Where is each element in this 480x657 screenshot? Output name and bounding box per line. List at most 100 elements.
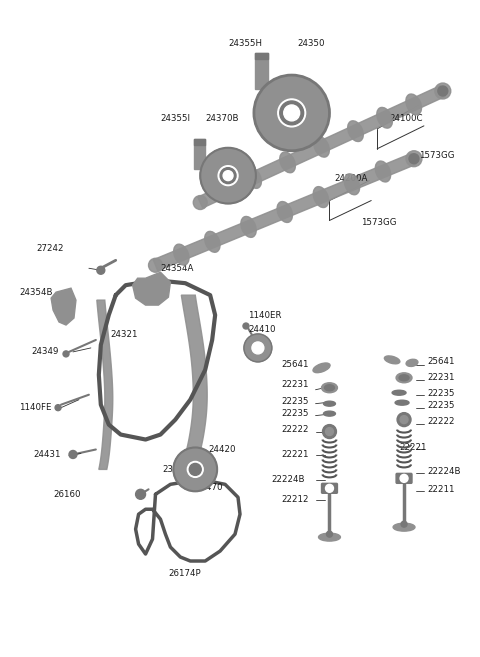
Ellipse shape [216,181,232,202]
Text: 1140FE: 1140FE [19,403,52,412]
Polygon shape [97,300,113,469]
Circle shape [280,101,304,125]
Ellipse shape [392,390,406,396]
Ellipse shape [344,174,360,194]
Polygon shape [198,85,445,208]
Polygon shape [255,53,268,59]
Circle shape [326,531,333,537]
Ellipse shape [395,400,409,405]
Text: 22235: 22235 [282,409,309,418]
Circle shape [435,83,451,99]
Text: 22212: 22212 [282,495,309,504]
Ellipse shape [406,94,421,115]
Text: 24410: 24410 [248,325,276,334]
Text: 22221: 22221 [399,443,427,452]
Text: 1573GG: 1573GG [361,218,397,227]
Ellipse shape [241,216,256,237]
Polygon shape [255,53,268,89]
Ellipse shape [324,411,336,416]
Circle shape [69,451,77,459]
Circle shape [97,266,105,274]
Text: 24321: 24321 [111,330,138,340]
Circle shape [136,489,145,499]
Text: 23120: 23120 [162,465,190,474]
Circle shape [193,196,207,210]
Ellipse shape [399,374,409,381]
Circle shape [254,75,329,150]
Circle shape [200,148,256,204]
Circle shape [438,86,448,96]
Polygon shape [194,139,205,169]
Text: 27242: 27242 [36,244,64,253]
Ellipse shape [313,187,329,208]
Circle shape [223,171,233,181]
Ellipse shape [314,137,329,157]
Text: 24349: 24349 [31,348,59,356]
Text: 22235: 22235 [282,397,309,406]
Ellipse shape [174,244,189,265]
Circle shape [220,168,236,183]
Text: 24100C: 24100C [389,114,422,124]
Text: 24370B: 24370B [205,114,239,124]
Circle shape [55,405,61,411]
Text: 26174P: 26174P [168,570,201,578]
FancyBboxPatch shape [396,474,412,484]
Text: 22221: 22221 [282,450,309,459]
Text: 24200A: 24200A [335,174,368,183]
Circle shape [173,447,217,491]
Ellipse shape [396,373,412,383]
Circle shape [187,461,203,478]
Text: 24420: 24420 [208,445,236,454]
Ellipse shape [377,107,392,128]
Circle shape [400,416,408,424]
Text: 22235: 22235 [427,389,455,398]
Text: 24354B: 24354B [19,288,53,297]
Circle shape [397,413,411,426]
Ellipse shape [393,523,415,531]
Circle shape [284,105,300,121]
Ellipse shape [313,363,330,373]
Ellipse shape [324,401,336,406]
Ellipse shape [348,121,363,141]
Ellipse shape [277,202,292,223]
Polygon shape [194,139,205,145]
Text: 22224B: 22224B [272,475,305,484]
Text: 24355I: 24355I [160,114,191,124]
Text: 26160: 26160 [53,490,81,499]
Circle shape [189,463,201,476]
Circle shape [218,166,238,186]
Ellipse shape [384,356,400,364]
Text: 22231: 22231 [427,373,455,382]
Ellipse shape [280,152,295,173]
Circle shape [148,258,162,272]
Polygon shape [153,153,416,271]
FancyBboxPatch shape [322,484,337,493]
Text: 25641: 25641 [427,357,455,367]
Text: 24355H: 24355H [228,39,262,48]
Text: 25641: 25641 [282,360,309,369]
Circle shape [252,342,264,354]
Circle shape [400,474,408,482]
Ellipse shape [324,385,335,391]
Ellipse shape [375,161,391,182]
Text: 22222: 22222 [427,417,455,426]
Polygon shape [51,288,76,325]
Polygon shape [175,295,207,474]
Ellipse shape [322,383,337,393]
Text: 22224B: 22224B [427,467,460,476]
Text: 24470: 24470 [195,483,223,492]
Circle shape [63,351,69,357]
Text: 1573GG: 1573GG [419,151,455,160]
Ellipse shape [319,533,340,541]
Circle shape [325,428,334,436]
Circle shape [325,484,334,492]
Text: 22211: 22211 [427,485,455,494]
Circle shape [409,154,419,164]
Text: 24354A: 24354A [160,263,194,273]
Circle shape [244,334,272,362]
Text: 24431: 24431 [33,450,60,459]
Ellipse shape [246,168,262,189]
Circle shape [401,521,407,527]
Text: 22231: 22231 [282,380,309,389]
Circle shape [406,150,422,167]
